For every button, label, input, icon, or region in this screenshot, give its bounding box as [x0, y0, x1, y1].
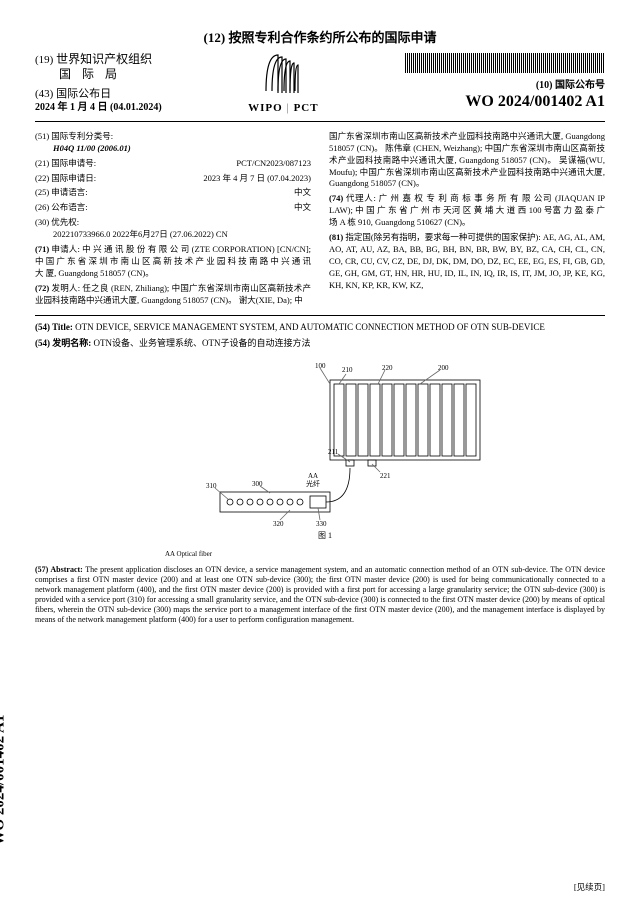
fig-label-200: 200: [438, 364, 449, 372]
title-zh: (54) 发明名称: OTN设备、业务管理系统、OTN子设备的自动连接方法: [35, 338, 605, 350]
pubno-prefix: (10): [536, 80, 553, 91]
pubdate-prefix: (43): [35, 88, 53, 100]
f71-label: (71): [35, 244, 49, 254]
fig-label-100: 100: [315, 362, 326, 370]
f72-continuation: 国广东省深圳市南山区高新技术产业园科技南路中兴通讯大厦, Guangdong 5…: [329, 131, 605, 189]
fig-label-210: 210: [342, 366, 353, 374]
f30-value: 202210733966.0 2022年6月27日 (27.06.2022) C…: [35, 229, 228, 239]
header-row: (19) 世界知识产权组织 国 际 局 (43) 国际公布日 2024 年 1 …: [35, 51, 605, 115]
org-name-2: 国 际 局: [35, 67, 162, 83]
org-name-1: 世界知识产权组织: [56, 52, 152, 66]
title-en-label: (54) Title:: [35, 322, 73, 332]
header: (12) 按照专利合作条约所公布的国际申请 (19) 世界知识产权组织 国 际 …: [35, 30, 605, 115]
f51-value: H04Q 11/00 (2006.01): [35, 143, 131, 153]
figure-svg: 100 210 220 200 211 221 AA 光纤 310 300 32…: [150, 360, 490, 540]
f74-value: 代理人: 广 州 嘉 权 专 利 商 标 事 务 所 有 限 公司 (JIAQU…: [329, 193, 605, 227]
fig-label-310: 310: [206, 482, 217, 490]
fig-label-220: 220: [382, 364, 393, 372]
f81-value: 指定国(除另有指明，要求每一种可提供的国家保护): AE, AG, AL, AM…: [329, 232, 605, 290]
side-publication-number: WO 2024/001402 A1: [0, 714, 10, 845]
aa-translation-note: AA Optical fiber: [165, 550, 605, 559]
f22-label: (22) 国际申请日:: [35, 173, 96, 185]
barcode: [405, 53, 605, 73]
header-center: WIPO | PCT: [248, 51, 319, 115]
biblio-left: (51) 国际专利分类号: H04Q 11/00 (2006.01) (21) …: [35, 128, 311, 310]
f30-label: (30) 优先权:: [35, 217, 79, 227]
pct-text: PCT: [294, 102, 319, 114]
fig-label-300: 300: [252, 480, 263, 488]
divider-1: [35, 121, 605, 122]
org-prefix: (19): [35, 54, 53, 66]
pub-type-line: (12) 按照专利合作条约所公布的国际申请: [35, 30, 605, 47]
wipo-sep: |: [286, 102, 289, 114]
f25-label: (25) 申请语言:: [35, 187, 88, 199]
pubdate-label: 国际公布日: [56, 88, 111, 100]
pubdate: 2024 年 1 月 4 日 (04.01.2024): [35, 101, 162, 114]
f21-value: PCT/CN2023/087123: [236, 158, 311, 170]
divider-2: [35, 315, 605, 316]
f22-value: 2023 年 4 月 7 日 (07.04.2023): [203, 173, 311, 185]
figure-1: 100 210 220 200 211 221 AA 光纤 310 300 32…: [35, 360, 605, 540]
abstract: (57) Abstract: The present application d…: [35, 565, 605, 625]
f81-label: (81): [329, 232, 343, 242]
fig-label-320: 320: [273, 520, 284, 528]
biblio-right: 国广东省深圳市南山区高新技术产业园科技南路中兴通讯大厦, Guangdong 5…: [329, 128, 605, 310]
publication-number: WO 2024/001402 A1: [405, 92, 605, 113]
page-root: (12) 按照专利合作条约所公布的国际申请 (19) 世界知识产权组织 国 际 …: [0, 0, 640, 905]
abstract-label: (57) Abstract:: [35, 565, 83, 574]
fig-label-aa: AA: [308, 472, 318, 480]
f26-label: (26) 公布语言:: [35, 202, 88, 214]
f71-value: 申请人: 中 兴 通 讯 股 份 有 限 公 司 (ZTE CORPORATIO…: [35, 244, 311, 278]
continued-marker: [见续页]: [574, 882, 605, 893]
f51-label: (51) 国际专利分类号:: [35, 131, 113, 141]
fig-label-fiber: 光纤: [306, 479, 320, 488]
abstract-text: The present application discloses an OTN…: [35, 565, 605, 624]
wipo-text: WIPO: [248, 102, 283, 114]
fig-label-211: 211: [328, 448, 339, 456]
header-left: (19) 世界知识产权组织 国 际 局 (43) 国际公布日 2024 年 1 …: [35, 52, 162, 114]
f25-value: 中文: [294, 187, 311, 199]
f21-label: (21) 国际申请号:: [35, 158, 96, 170]
title-en-text: OTN DEVICE, SERVICE MANAGEMENT SYSTEM, A…: [75, 322, 545, 332]
f72-value: 发明人: 任之良 (REN, Zhiliang); 中国广东省深圳市南山区高新技…: [35, 283, 311, 305]
fig-label-330: 330: [316, 520, 327, 528]
biblio-section: (51) 国际专利分类号: H04Q 11/00 (2006.01) (21) …: [35, 128, 605, 310]
title-zh-text: OTN设备、业务管理系统、OTN子设备的自动连接方法: [94, 338, 311, 348]
fig-label-221: 221: [380, 472, 391, 480]
figure-caption: 图 1: [318, 531, 332, 540]
pubno-label: 国际公布号: [555, 80, 605, 91]
f26-value: 中文: [294, 202, 311, 214]
f72-label: (72): [35, 283, 49, 293]
wipo-logo-icon: [262, 51, 304, 97]
title-en: (54) Title: OTN DEVICE, SERVICE MANAGEME…: [35, 322, 605, 334]
f74-label: (74): [329, 193, 343, 203]
header-right: (10) 国际公布号 WO 2024/001402 A1: [405, 53, 605, 113]
title-zh-label: (54) 发明名称:: [35, 338, 91, 348]
